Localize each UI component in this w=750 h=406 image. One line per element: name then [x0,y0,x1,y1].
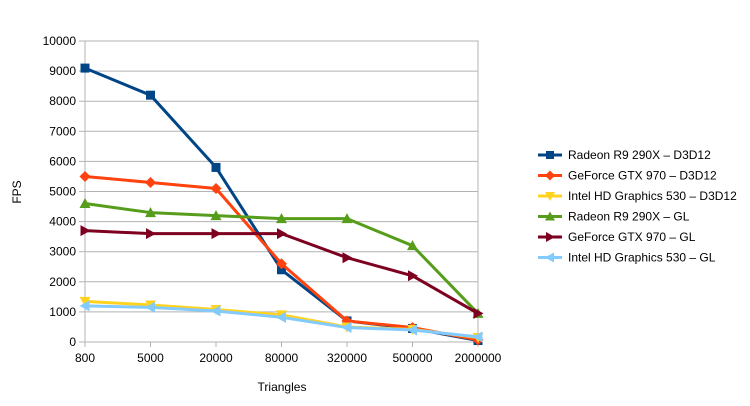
data-point [342,252,353,264]
x-tick-label: 2000000 [455,351,502,365]
x-tick-label: 5000 [137,351,164,365]
data-point [210,182,222,194]
y-tick-label: 5000 [49,185,76,199]
legend-label: Intel HD Graphics 530 – D3D12 [568,189,737,203]
data-point [79,300,90,312]
legend-item: GeForce GTX 970 – GL [538,230,696,244]
data-point [276,213,287,224]
data-point [210,210,222,221]
legend-label: Radeon R9 290X – D3D12 [568,148,711,162]
legend-item: GeForce GTX 970 – D3D12 [538,169,717,183]
legend-swatch-marker [545,192,555,201]
legend-label: Intel HD Graphics 530 – GL [568,251,716,265]
data-point [145,176,156,188]
y-tick-label: 8000 [49,94,76,108]
series-line [84,66,479,342]
data-point [210,305,221,317]
data-point [79,198,91,209]
legend: Radeon R9 290X – D3D12 GeForce GTX 970 – … [538,148,737,265]
x-tick-label: 800 [75,351,95,365]
data-point [472,331,483,343]
x-tick-label: 320000 [327,351,367,365]
data-point [211,228,222,240]
data-point [146,90,155,100]
data-point [80,63,90,73]
data-point [407,324,417,336]
y-tick-label: 9000 [49,64,76,78]
x-tick-label: 80000 [265,351,299,365]
data-point [80,225,91,237]
x-tick-label: 20000 [199,351,233,365]
series-4 [79,198,484,318]
x-tick-label: 500000 [392,351,432,365]
data-point [146,228,156,240]
data-point [79,170,91,182]
x-axis-title: Triangles [258,380,307,394]
data-point [276,311,286,323]
series-5 [80,225,484,319]
data-point [407,240,418,251]
y-tick-label: 7000 [49,124,76,138]
data-point [79,296,91,307]
series-group [79,63,484,346]
y-tick-label: 10000 [43,34,77,48]
series-1 [80,63,483,345]
data-point [276,258,287,270]
legend-swatch-marker [546,232,555,242]
data-point [145,207,156,218]
legend-label: GeForce GTX 970 – D3D12 [568,169,717,183]
legend-item: Radeon R9 290X – GL [538,210,690,224]
y-tick-label: 0 [69,335,76,349]
legend-label: Radeon R9 290X – GL [568,210,690,224]
data-point [145,301,155,313]
y-tick-label: 1000 [49,305,76,319]
data-point [211,162,221,172]
legend-item: Intel HD Graphics 530 – GL [538,251,716,265]
legend-label: GeForce GTX 970 – GL [568,230,696,244]
grid-lines [79,40,479,347]
data-point [341,213,353,224]
legend-swatch-marker [545,170,555,181]
data-point [473,307,484,319]
y-tick-label: 4000 [49,215,76,229]
x-tick-labels: 800 5000 20000 80000 320000 500000 2000000 [75,351,502,365]
legend-item: Intel HD Graphics 530 – D3D12 [538,189,737,203]
y-tick-labels: 0 1000 2000 3000 4000 5000 6000 7000 8000 9000 100… [43,34,77,349]
series-6 [79,300,483,343]
data-point [341,322,352,334]
y-axis-title: FPS [10,180,24,203]
y-tick-label: 3000 [49,245,76,259]
legend-swatch-marker [545,211,555,221]
y-tick-label: 2000 [49,275,76,289]
y-tick-label: 6000 [49,154,76,168]
data-point [408,270,418,282]
legend-swatch-marker [546,151,554,159]
data-point [277,228,287,240]
legend-swatch-marker [545,252,554,263]
legend-item: Radeon R9 290X – D3D12 [538,148,711,162]
